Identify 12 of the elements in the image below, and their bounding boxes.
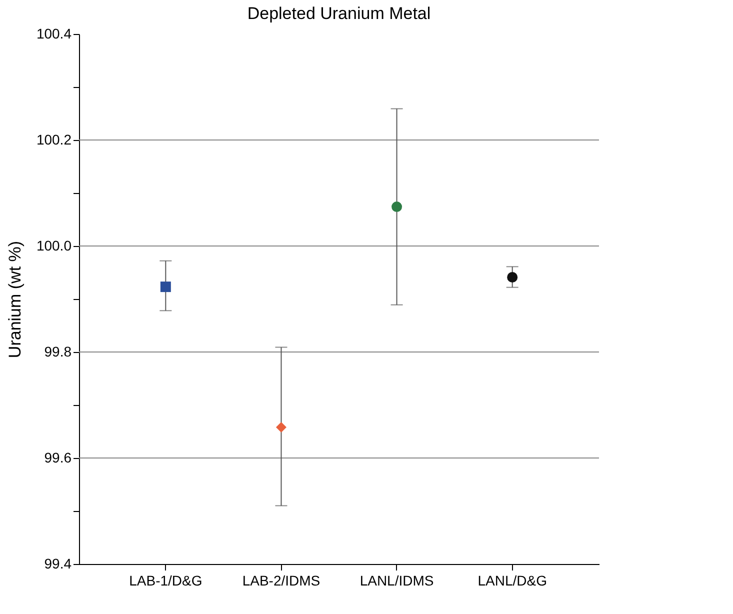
y-tick-label: 99.8 bbox=[44, 344, 72, 360]
x-tick-label: LAB-2/IDMS bbox=[242, 572, 320, 588]
y-tick-label: 100.4 bbox=[36, 26, 72, 42]
x-tick-label: LAB-1/D&G bbox=[129, 572, 202, 588]
y-tick-label: 99.6 bbox=[44, 450, 72, 466]
y-tick-label: 100.2 bbox=[36, 132, 72, 148]
y-axis-title: Uranium (wt %) bbox=[5, 240, 24, 358]
chart-title: Depleted Uranium Metal bbox=[247, 4, 431, 23]
y-tick-label: 99.4 bbox=[44, 556, 72, 572]
y-tick-label: 100.0 bbox=[36, 238, 72, 254]
x-tick-label: LANL/IDMS bbox=[360, 572, 434, 588]
x-tick-label: LANL/D&G bbox=[478, 572, 547, 588]
